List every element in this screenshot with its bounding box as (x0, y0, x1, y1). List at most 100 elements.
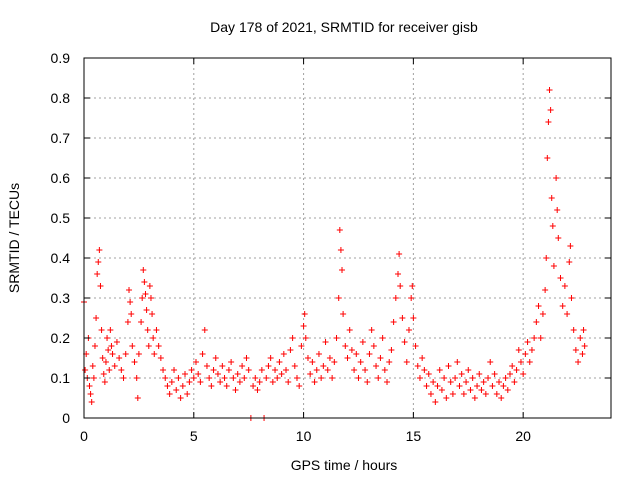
data-point (454, 359, 461, 365)
data-point (108, 343, 115, 349)
data-point (182, 371, 189, 377)
data-point (179, 383, 186, 389)
data-point (344, 355, 351, 361)
data-point (127, 299, 134, 305)
data-point (542, 287, 549, 293)
data-point (113, 339, 120, 345)
data-point (443, 395, 450, 401)
data-point (326, 355, 333, 361)
data-point (436, 367, 443, 373)
data-point (414, 363, 421, 369)
data-point (537, 335, 544, 341)
data-point (201, 327, 208, 333)
data-point (250, 383, 257, 389)
data-point (553, 175, 560, 181)
data-point (101, 379, 108, 385)
data-point (107, 327, 114, 333)
data-point (362, 367, 369, 373)
data-point (544, 155, 551, 161)
data-point (564, 311, 571, 317)
data-point (258, 367, 265, 373)
data-point (104, 335, 111, 341)
data-point (197, 379, 204, 385)
data-point (373, 363, 380, 369)
data-point (155, 343, 162, 349)
data-point (547, 107, 554, 113)
y-tick-label: 0.7 (51, 130, 71, 146)
data-point (335, 295, 342, 301)
data-point (223, 383, 230, 389)
data-point (230, 375, 237, 381)
data-point (166, 391, 173, 397)
data-point (320, 363, 327, 369)
data-point (304, 355, 311, 361)
data-point (498, 395, 505, 401)
plot-frame (83, 57, 612, 419)
data-point (236, 379, 243, 385)
data-point (509, 363, 516, 369)
data-point (579, 351, 586, 357)
data-point (421, 367, 428, 373)
data-point (401, 339, 408, 345)
data-point (438, 387, 445, 393)
data-point (109, 351, 116, 357)
y-tick-label: 0.1 (51, 370, 71, 386)
data-point (515, 347, 522, 353)
y-tick-label: 0.5 (51, 210, 71, 226)
data-point (531, 335, 538, 341)
data-point (147, 295, 154, 301)
data-point (491, 371, 498, 377)
data-point (225, 367, 232, 373)
data-point (504, 387, 511, 393)
data-point (340, 311, 347, 317)
data-point (570, 327, 577, 333)
data-point (500, 383, 507, 389)
data-point (241, 375, 248, 381)
data-point (133, 375, 140, 381)
data-point (96, 247, 103, 253)
data-point (339, 267, 346, 273)
data-point (409, 283, 416, 289)
data-point (150, 335, 157, 341)
data-point (493, 391, 500, 397)
data-point (184, 391, 191, 397)
data-point (157, 355, 164, 361)
data-point (463, 379, 470, 385)
data-point (575, 359, 582, 365)
data-point (441, 375, 448, 381)
data-point (524, 339, 531, 345)
data-point (408, 295, 415, 301)
data-point (90, 375, 97, 381)
data-point (375, 375, 382, 381)
data-point (366, 351, 373, 357)
data-point (449, 391, 456, 397)
data-point (272, 367, 279, 373)
data-point (353, 351, 360, 357)
data-point (342, 343, 349, 349)
data-point (278, 371, 285, 377)
x-tick-label: 20 (515, 428, 531, 444)
data-point (533, 319, 540, 325)
data-point (399, 315, 406, 321)
data-point (434, 383, 441, 389)
data-point (87, 391, 94, 397)
data-point (313, 367, 320, 373)
data-point (296, 383, 303, 389)
data-point (346, 327, 353, 333)
data-point (478, 387, 485, 393)
data-point (489, 383, 496, 389)
data-point (146, 283, 153, 289)
data-point (480, 379, 487, 385)
data-point (559, 303, 566, 309)
data-point (396, 251, 403, 257)
x-tick-labels: 0 5 10 15 20 (80, 428, 531, 444)
data-point (388, 347, 395, 353)
data-point (160, 367, 167, 373)
data-point (252, 375, 259, 381)
data-point (359, 339, 366, 345)
data-point (214, 371, 221, 377)
data-point (94, 271, 101, 277)
data-point (93, 315, 100, 321)
data-point (212, 355, 219, 361)
data-point (511, 379, 518, 385)
